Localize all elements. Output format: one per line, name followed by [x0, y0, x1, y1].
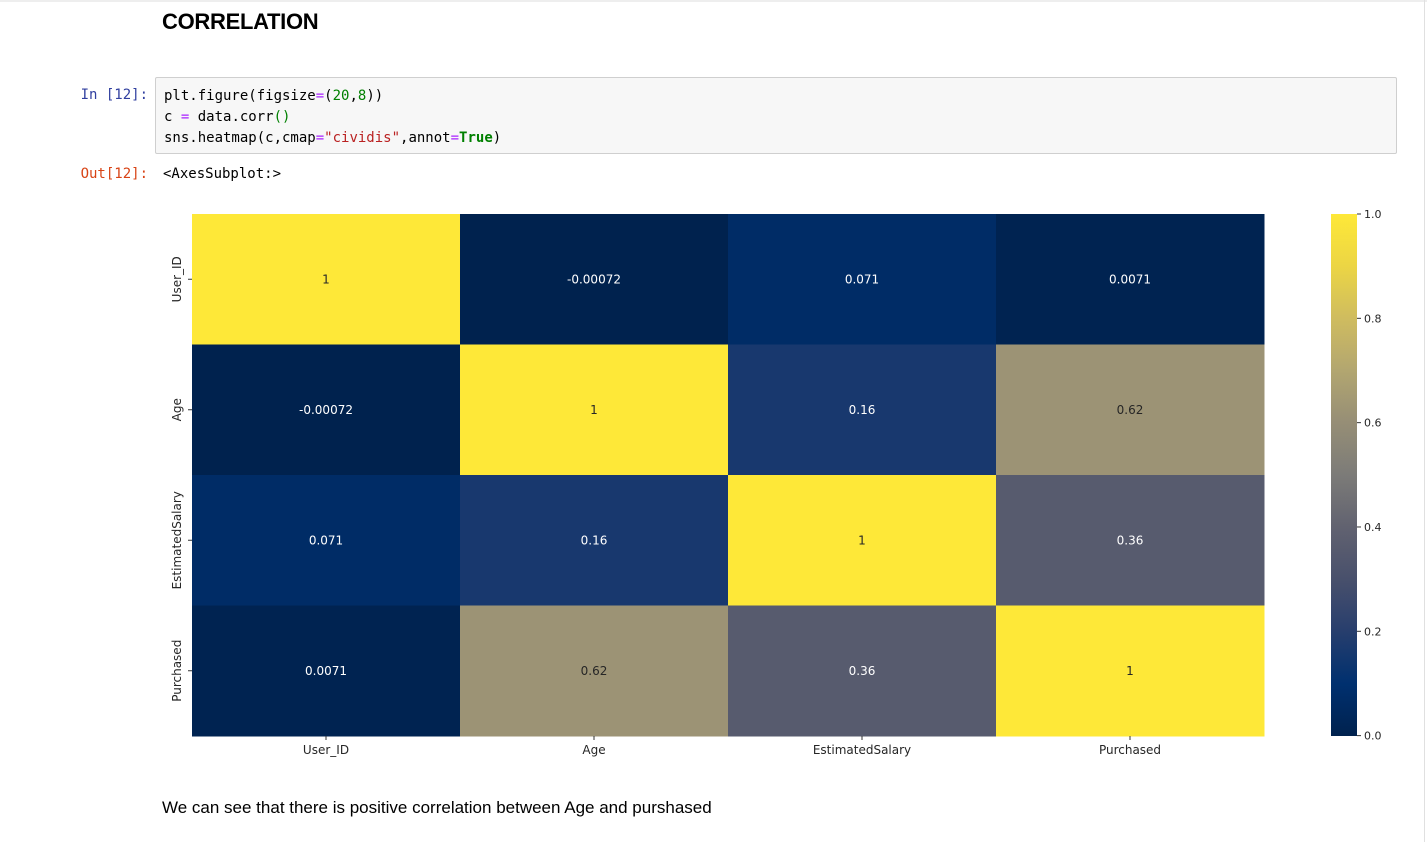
output-text: <AxesSubplot:>	[163, 166, 282, 182]
code-line: sns.heatmap(c,cmap="cividis",annot=True)	[164, 128, 1388, 149]
code-token: =	[315, 88, 325, 104]
code-token: =	[315, 130, 325, 146]
heatmap-annotation: 0.62	[1117, 403, 1144, 417]
heatmap-annotation: 1	[322, 272, 330, 286]
x-tick-label: EstimatedSalary	[813, 743, 911, 757]
heatmap-cell	[996, 475, 1265, 606]
code-token: "cividis"	[324, 130, 401, 146]
heatmap-cell	[192, 605, 461, 737]
heatmap-annotation: 0.36	[849, 664, 876, 678]
heatmap-annotation: -0.00072	[299, 403, 353, 417]
code-token: )	[492, 130, 502, 146]
heatmap-cell	[460, 605, 729, 737]
code-token: (	[324, 88, 333, 104]
heatmap-cell	[728, 475, 997, 606]
heatmap-annotation: 1	[1126, 664, 1134, 678]
heatmap-cell	[460, 475, 729, 606]
code-line: plt.figure(figsize=(20,8))	[164, 86, 1388, 107]
x-tick-label: Age	[582, 743, 605, 757]
heatmap-annotation: 0.16	[849, 403, 876, 417]
top-border	[0, 0, 1427, 2]
heatmap-cell	[192, 475, 461, 606]
x-tick-label: Purchased	[1099, 743, 1161, 757]
heatmap-annotation: 0.16	[581, 533, 608, 547]
code-token: ,annot	[400, 130, 451, 146]
heatmap-cell	[728, 214, 997, 345]
heatmap-annotation: -0.00072	[567, 272, 621, 286]
input-prompt: In [12]:	[80, 87, 148, 103]
code-token: c	[164, 109, 181, 125]
heatmap-cell	[996, 605, 1265, 737]
code-token: 8	[357, 88, 367, 104]
heatmap-cell	[460, 344, 729, 476]
code-token: =	[180, 109, 190, 125]
heatmap-annotation: 0.36	[1117, 533, 1144, 547]
colorbar-tick-label: 1.0	[1364, 208, 1382, 221]
code-token: ()	[273, 109, 291, 125]
code-cell[interactable]: plt.figure(figsize=(20,8)) c = data.corr(…	[155, 77, 1397, 154]
y-tick-label: User_ID	[170, 256, 184, 302]
colorbar-tick-label: 0.2	[1364, 625, 1382, 638]
colorbar	[1331, 214, 1357, 736]
heatmap-cell	[192, 214, 461, 345]
heatmap-annotation: 1	[858, 533, 866, 547]
heatmap-cell	[728, 344, 997, 476]
markdown-heading: CORRELATION	[162, 9, 319, 34]
code-token: data.corr	[189, 109, 274, 125]
colorbar-tick-label: 0.4	[1364, 521, 1382, 534]
code-token: ,	[349, 88, 358, 104]
heatmap-annotation: 0.62	[581, 664, 608, 678]
code-token: 20	[332, 88, 350, 104]
right-border	[1424, 0, 1425, 842]
y-tick-label: EstimatedSalary	[170, 491, 184, 589]
heatmap-cell	[996, 214, 1265, 345]
heatmap-annotation: 0.071	[845, 272, 879, 286]
markdown-note: We can see that there is positive correl…	[162, 798, 712, 817]
y-tick-label: Purchased	[170, 640, 184, 702]
code-token: =	[450, 130, 460, 146]
code-token: True	[459, 130, 493, 146]
code-token: sns.heatmap(c,cmap	[164, 130, 316, 146]
heatmap-annotation: 1	[590, 403, 598, 417]
heatmap-cell	[996, 344, 1265, 476]
code-token: plt.figure(figsize	[164, 88, 316, 104]
heatmap-annotation: 0.071	[309, 533, 343, 547]
output-prompt: Out[12]:	[80, 166, 148, 182]
heatmap-annotation: 0.0071	[305, 664, 347, 678]
heatmap-annotation: 0.0071	[1109, 272, 1151, 286]
x-tick-label: User_ID	[303, 743, 349, 757]
colorbar-tick-label: 0.0	[1364, 730, 1382, 743]
code-token: ))	[366, 88, 384, 104]
colorbar-tick-label: 0.6	[1364, 417, 1382, 430]
heatmap-cell	[728, 605, 997, 737]
heatmap-cell	[192, 344, 461, 476]
colorbar-tick-label: 0.8	[1364, 312, 1382, 325]
heatmap-chart: 1 -0.00072 0.071 0.0071 -0.00072 1 0.16 0.62 0.0…	[170, 208, 1382, 757]
code-line: c = data.corr()	[164, 107, 1388, 128]
heatmap-cell	[460, 214, 729, 345]
y-tick-label: Age	[170, 398, 184, 421]
